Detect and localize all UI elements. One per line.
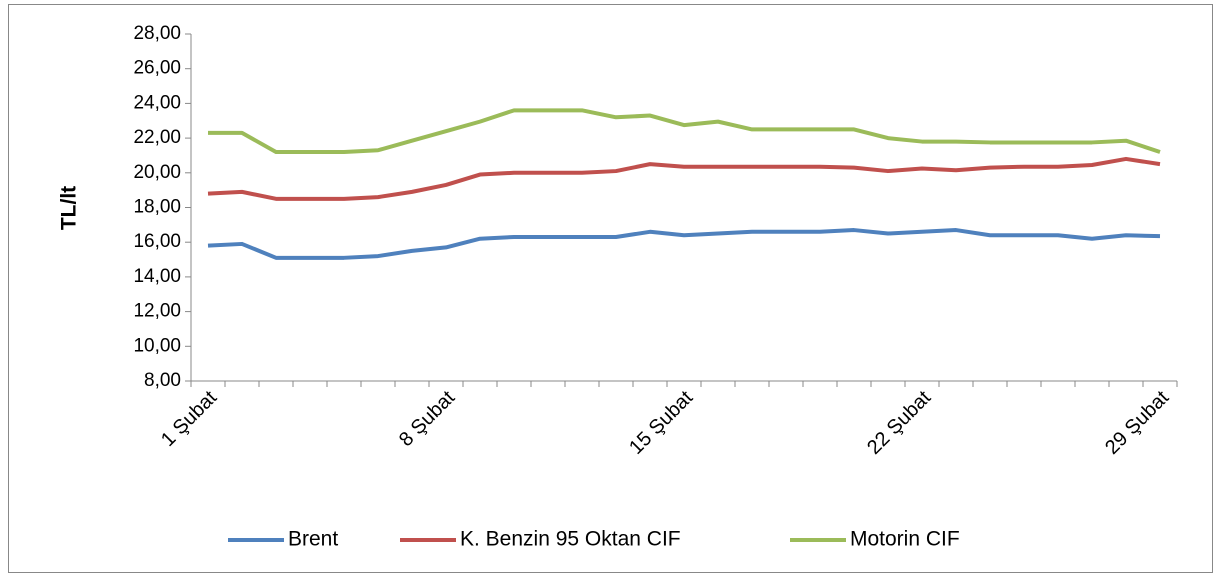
y-tick-label: 26,00 bbox=[133, 58, 181, 79]
legend-label: K. Benzin 95 Oktan CIF bbox=[460, 528, 681, 551]
y-tick-label: 28,00 bbox=[133, 23, 181, 44]
y-tick-label: 18,00 bbox=[133, 197, 181, 218]
y-tick-label: 14,00 bbox=[133, 266, 181, 287]
series-line bbox=[208, 108, 1161, 154]
x-tick-label: 22 Şubat bbox=[863, 386, 935, 458]
x-tick-label: 15 Şubat bbox=[625, 386, 697, 458]
x-tick-label: 8 Şubat bbox=[395, 386, 460, 451]
chart-frame bbox=[8, 4, 1213, 573]
y-tick-label: 20,00 bbox=[133, 162, 181, 183]
y-tick-label: 24,00 bbox=[133, 92, 181, 113]
legend-label: Brent bbox=[288, 528, 338, 551]
legend-label: Motorin CIF bbox=[850, 528, 960, 551]
y-tick-label: 16,00 bbox=[133, 231, 181, 252]
series-line bbox=[207, 228, 1161, 260]
y-tick-label: 12,00 bbox=[133, 301, 181, 322]
series-line bbox=[207, 156, 1161, 201]
x-tick-label: 29 Şubat bbox=[1101, 386, 1173, 458]
x-tick-label: 1 Şubat bbox=[157, 386, 222, 451]
y-axis-label: TL/lt bbox=[58, 186, 81, 230]
y-tick-label: 22,00 bbox=[133, 127, 181, 148]
y-tick-label: 8,00 bbox=[144, 370, 181, 391]
y-tick-label: 10,00 bbox=[133, 335, 181, 356]
